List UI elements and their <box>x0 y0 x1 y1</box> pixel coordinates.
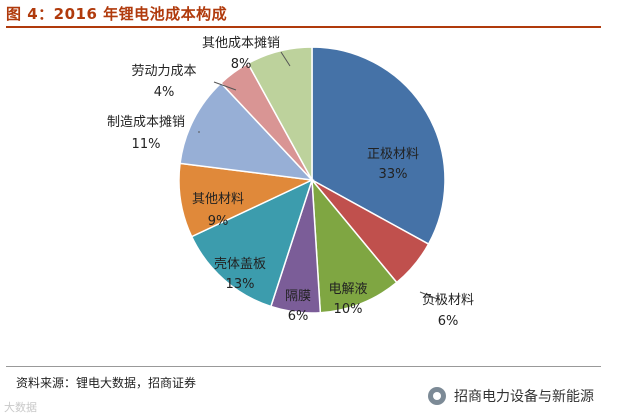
brand-name: 招商电力设备与新能源 <box>454 389 594 405</box>
slice-name-label: 正极材料 <box>367 147 419 162</box>
slice-value-label: 13% <box>226 277 255 292</box>
slice-name-label: 劳动力成本 <box>131 63 196 79</box>
slice-name-label: 制造成本摊销 <box>107 115 185 130</box>
brand-signature: 招商电力设备与新能源 <box>428 386 594 406</box>
slice-value-label: 4% <box>154 85 175 100</box>
pie-slice-9 <box>246 46 313 181</box>
source-note: 资料来源：锂电大数据，招商证券 <box>16 376 197 390</box>
slice-value-label: 10% <box>334 302 363 317</box>
slice-value-label: 6% <box>438 314 459 329</box>
pie-slice-1 <box>311 46 446 246</box>
slice-name-label: 隔膜 <box>285 289 311 304</box>
slice-value-label: 33% <box>379 167 408 182</box>
title-rule <box>6 26 601 28</box>
slice-name-label: 其他成本摊销 <box>202 36 280 51</box>
leader-line-2 <box>419 291 441 301</box>
pie-slice-7 <box>179 81 314 182</box>
slice-value-label: 9% <box>208 214 229 229</box>
slice-name-label: 负极材料 <box>422 293 474 308</box>
pie-slices <box>178 46 446 314</box>
slice-value-label: 11% <box>132 137 161 152</box>
figure-title: 图 4：2016 年锂电池成本构成 <box>6 5 228 23</box>
wechat-logo-icon <box>428 387 446 405</box>
slice-name-label: 电解液 <box>328 282 367 297</box>
slice-name-label: 壳体盖板 <box>214 257 266 272</box>
slice-name-label: 其他材料 <box>192 192 244 207</box>
pie-slice-5 <box>190 178 314 308</box>
slice-value-label: 6% <box>288 309 309 324</box>
leader-line-9 <box>280 51 291 67</box>
footer-rule <box>6 366 601 367</box>
watermark-text: 大数据 <box>4 401 37 414</box>
slice-value-label: 8% <box>231 57 252 72</box>
pie-slice-3 <box>311 177 398 314</box>
leader-line-8 <box>213 81 237 91</box>
slice-labels: 正极材料 33% 负极材料 6% 电解液 10% 隔膜 6% 壳体盖板 13% 其他材料 9% 制造成本… <box>107 36 474 329</box>
